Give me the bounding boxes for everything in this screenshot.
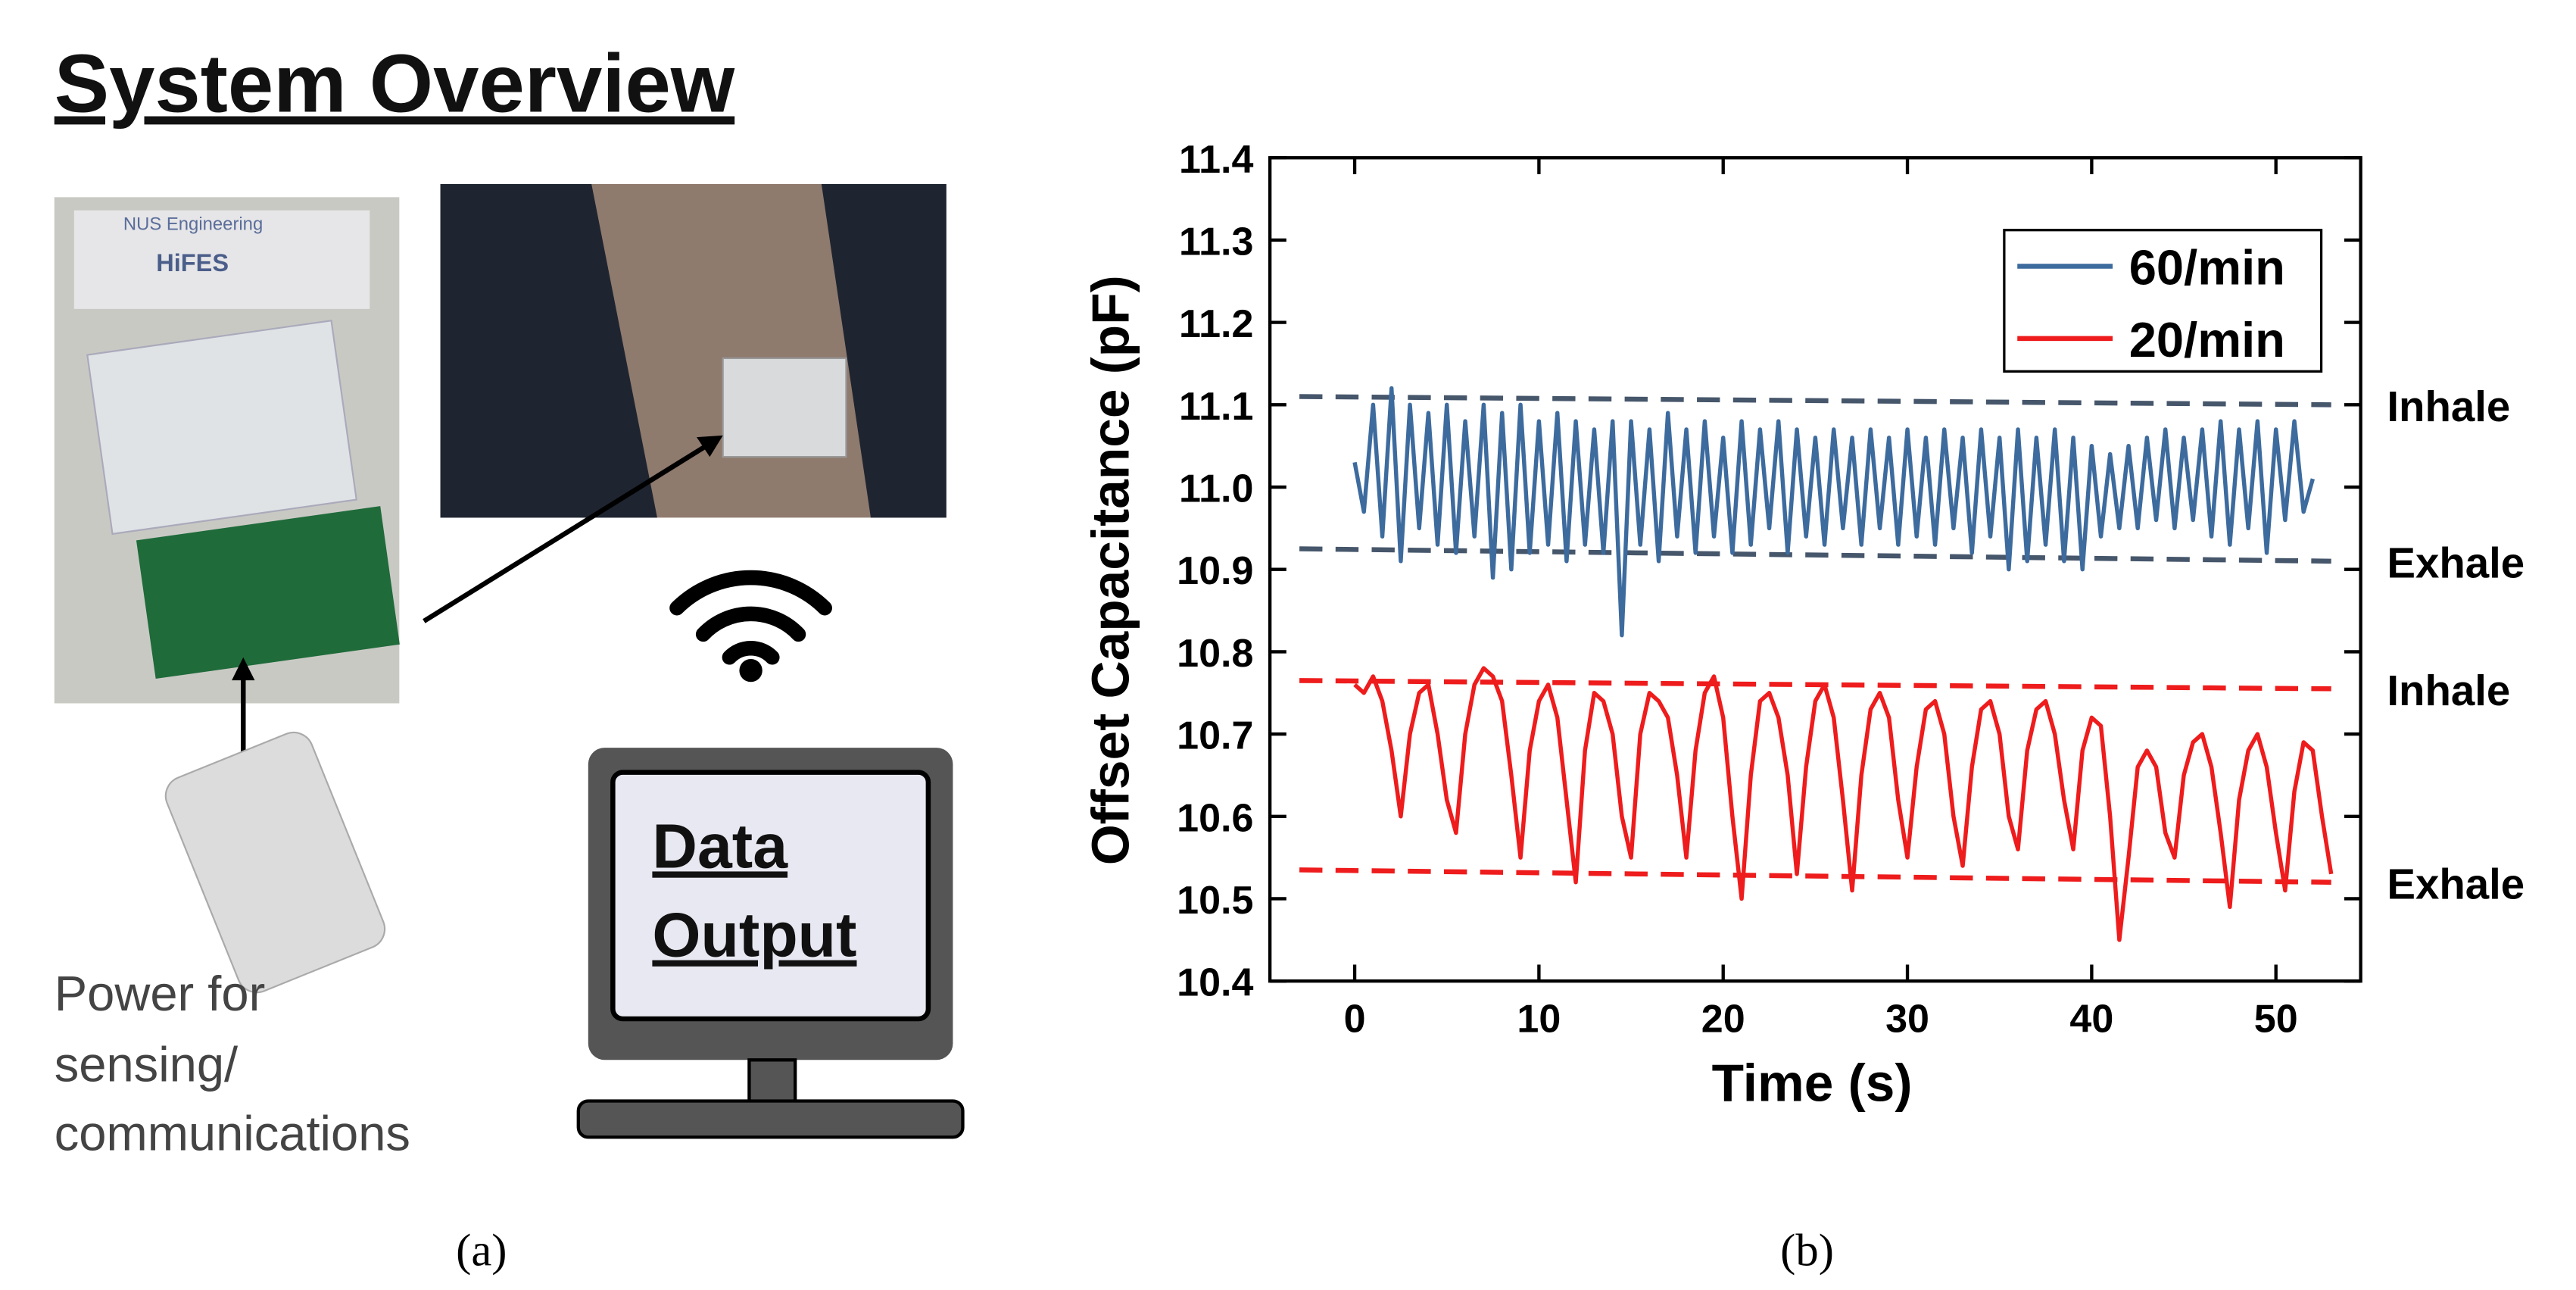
y-tick-label: 10.6 [1177,796,1253,840]
monitor-stand [747,1058,797,1104]
reference-label: Inhale [2387,667,2510,714]
panel-label: (a) [456,1225,507,1276]
photo-sensor [722,357,847,458]
photo-sensor [86,320,357,536]
power-text: Power for [55,966,266,1021]
panel-label: (b) [1780,1225,1834,1276]
reference-line [1299,867,2331,885]
power-text: communications [55,1106,410,1161]
y-tick-label: 11.2 [1179,302,1253,346]
reference-line [1299,394,2331,408]
screen-text: Data [652,811,788,881]
x-tick-label: 20 [1701,997,1745,1041]
y-tick-label: 10.8 [1177,632,1253,676]
data-line [1353,666,2334,942]
reference-label: Exhale [2387,860,2525,907]
x-tick-label: 0 [1344,997,1366,1041]
reference-line [1299,678,2331,692]
screen-text: Output [652,901,856,970]
power-text: sensing/ [55,1036,239,1092]
y-axis-title: Offset Capacitance (pF) [1081,275,1140,865]
y-tick-label: 11.0 [1179,467,1253,511]
x-axis-title: Time (s) [1712,1054,1913,1113]
y-tick-label: 10.7 [1177,714,1253,758]
legend-label: 60/min [2129,239,2285,295]
arrow-head [232,657,255,681]
monitor-screen [610,770,931,1022]
legend-label: 20/min [2129,312,2285,367]
arrow [423,441,712,623]
x-tick-label: 10 [1517,997,1561,1041]
legend-box [2003,229,2323,373]
photo-text: HiFES [156,249,229,276]
x-tick-label: 40 [2069,997,2113,1041]
data-line [1352,386,2315,638]
reference-line [1299,546,2331,564]
y-tick-label: 10.9 [1177,549,1253,593]
panel-a-title: System Overview [55,38,735,130]
wifi-dot [739,658,763,682]
x-tick-label: 50 [2254,997,2298,1041]
y-tick-label: 11.3 [1179,220,1253,264]
y-tick-label: 10.4 [1177,961,1253,1005]
photo-board [136,506,400,679]
reference-label: Exhale [2387,539,2525,587]
y-tick-label: 11.1 [1179,385,1253,429]
reference-label: Inhale [2387,383,2510,430]
photo-text: NUS Engineering [123,214,263,235]
arrow-head [697,435,723,458]
x-tick-label: 30 [1885,997,1929,1041]
photo-shirt [440,183,947,518]
monitor-base [576,1099,965,1139]
wifi-icon [669,570,832,665]
photo-paper [73,210,370,309]
power-bank [164,731,386,994]
y-tick-label: 11.4 [1179,138,1253,182]
y-tick-label: 10.5 [1177,879,1253,923]
